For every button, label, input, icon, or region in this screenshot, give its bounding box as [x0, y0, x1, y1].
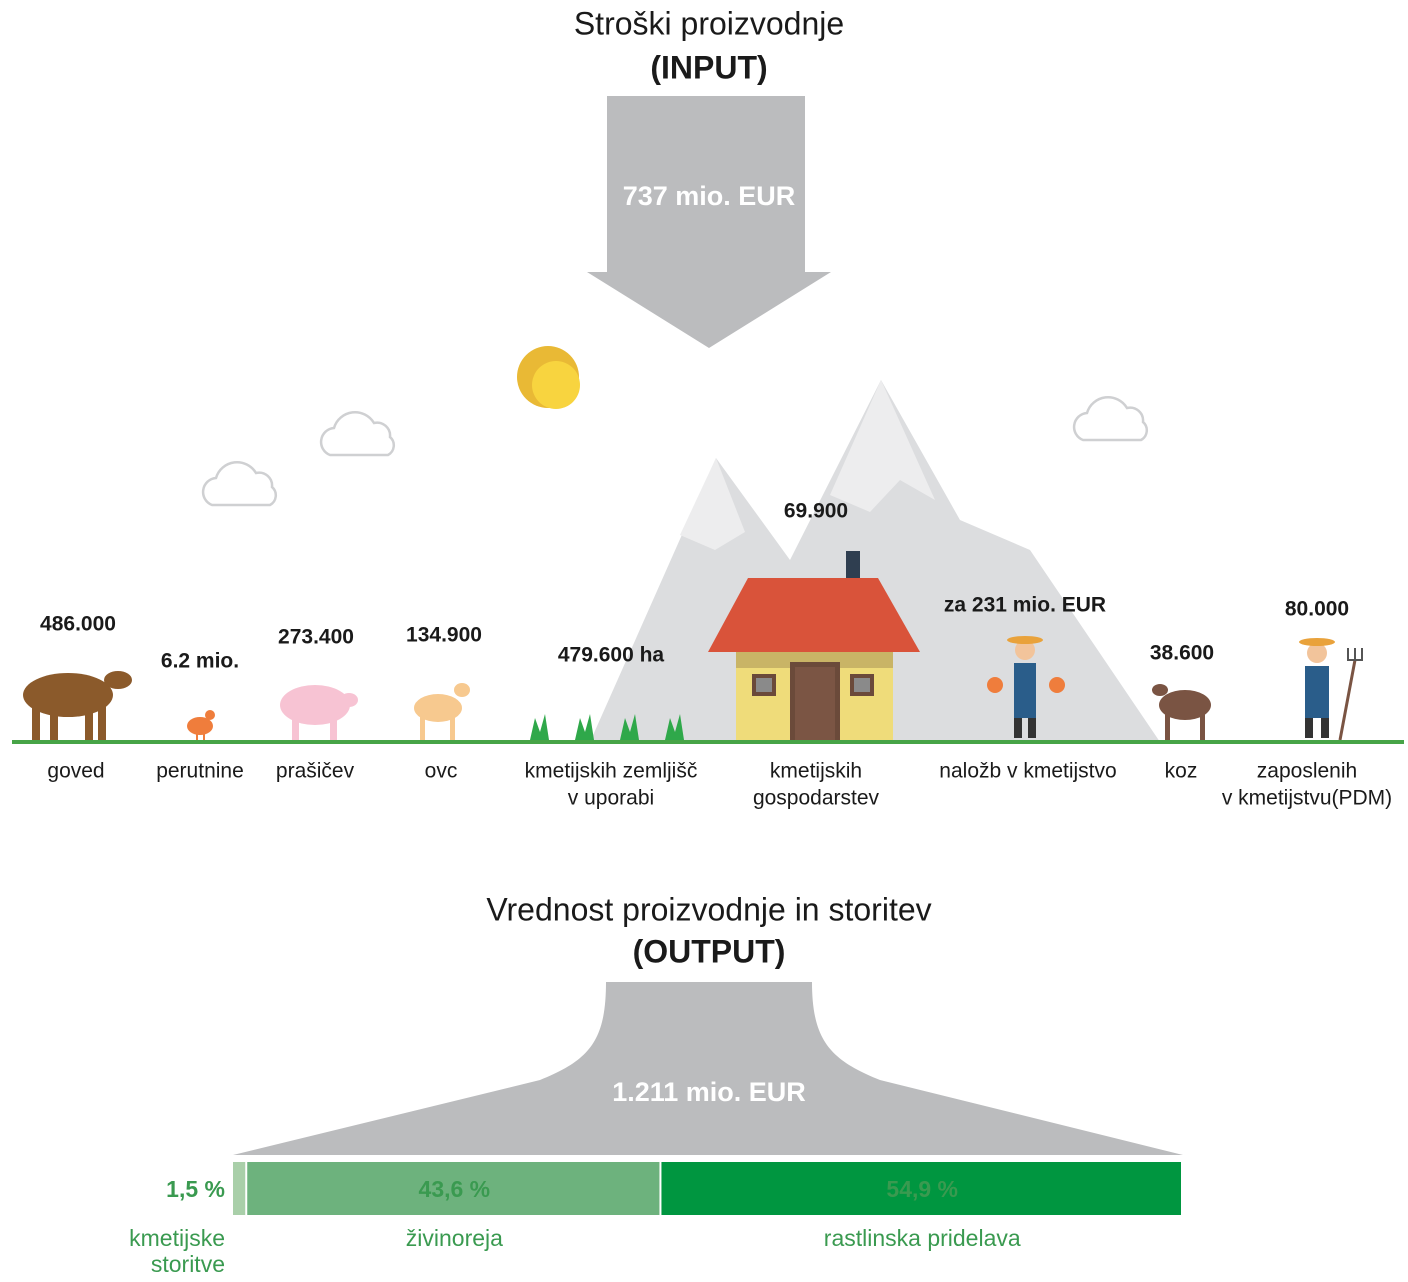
output-amount: 1.211 mio. EUR	[612, 1077, 806, 1107]
input-amount: 737 mio. EUR	[623, 181, 796, 211]
item-label: gospodarstev	[753, 787, 880, 810]
output-funnel	[233, 982, 1183, 1155]
item-label: naložb v kmetijstvo	[939, 760, 1116, 783]
item-value: 486.000	[40, 613, 116, 636]
item-value: 479.600 ha	[558, 644, 665, 667]
output-subtitle: (OUTPUT)	[633, 933, 786, 969]
item-label: kmetijskih	[770, 760, 862, 783]
segment-label: 1,5 %	[166, 1176, 225, 1202]
input-arrow	[587, 96, 831, 348]
item-label: v uporabi	[568, 787, 654, 810]
segment-name: živinoreja	[406, 1225, 503, 1251]
item-label: v kmetijstvu(PDM)	[1222, 787, 1392, 810]
item-value: 80.000	[1285, 598, 1349, 621]
segment-name: kmetijske	[129, 1225, 225, 1251]
item-label: prašičev	[276, 760, 355, 783]
item-value: 273.400	[278, 626, 354, 649]
item-label: koz	[1165, 760, 1198, 783]
item-value: za 231 mio. EUR	[944, 594, 1106, 617]
output-segment	[233, 1162, 245, 1215]
input-subtitle: (INPUT)	[650, 49, 767, 85]
clouds	[203, 397, 1147, 505]
segment-label: 43,6 %	[419, 1176, 491, 1202]
segment-label: 54,9 %	[886, 1176, 958, 1202]
item-label: kmetijskih zemljišč	[525, 760, 698, 783]
segment-name: storitve	[151, 1251, 225, 1277]
item-label: zaposlenih	[1257, 760, 1357, 783]
item-label: perutnine	[156, 760, 244, 783]
item-value: 6.2 mio.	[161, 650, 239, 673]
output-title: Vrednost proizvodnje in storitev	[486, 891, 931, 927]
item-value: 38.600	[1150, 642, 1214, 665]
input-title: Stroški proizvodnje	[574, 5, 844, 41]
item-value: 134.900	[406, 624, 482, 647]
segment-name: rastlinska pridelava	[824, 1225, 1021, 1251]
item-value: 69.900	[784, 500, 848, 523]
item-label: ovc	[425, 760, 458, 783]
item-label: goved	[47, 760, 104, 783]
infographic: Stroški proizvodnje (INPUT) 737 mio. EUR…	[0, 0, 1408, 1277]
sun-inner	[532, 361, 580, 409]
